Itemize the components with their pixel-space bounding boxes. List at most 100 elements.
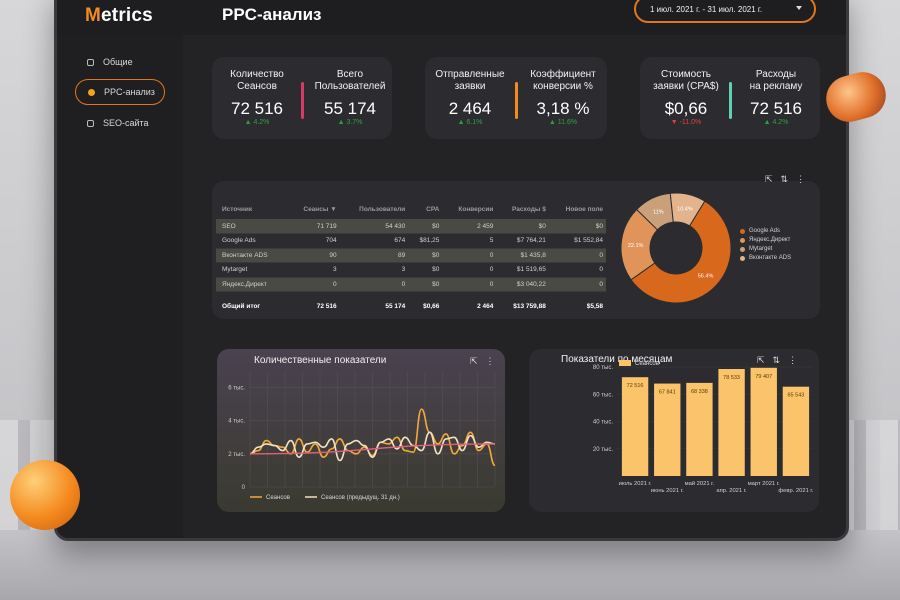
- line-chart-card: Количественные показатели ⇱ ⋮ 0 2 тыс. 4 т…: [217, 349, 505, 512]
- kpi-value-cpa: $0,66: [664, 99, 708, 118]
- table-row[interactable]: SEO 71 719 54 430 $0 2 459 $0 $0: [216, 219, 606, 234]
- bar: [686, 382, 713, 476]
- kpi-label-cpa: Стоимость заявки (CPA$): [653, 69, 719, 92]
- line-chart-title: Количественные показатели: [254, 355, 387, 366]
- column-header[interactable]: CPA: [426, 206, 440, 213]
- table-row[interactable]: Google Ads 704 674 $81,25 5 $7 764,21 $1 552,8…: [216, 233, 606, 249]
- x-tick-label: июнь 2021 г.: [651, 488, 684, 494]
- sidebar: Общие PPC-анализ SEO-сайта: [57, 35, 183, 538]
- nav-active-dot-icon: [88, 88, 95, 96]
- bar: [718, 368, 745, 476]
- y-tick-label: 60 тыс.: [593, 392, 613, 398]
- kpi-label-sessions: Количество Сеансов: [230, 69, 284, 92]
- nav-checkbox-icon: [87, 119, 94, 127]
- kpi-delta-ad-spend: ▲ 4.2%: [763, 119, 789, 126]
- kpi-delta-requests: ▲ 6.1%: [457, 119, 483, 126]
- kpi-value-sessions: 72 516: [231, 99, 283, 118]
- kpi-label-requests: Отправленные заявки: [435, 69, 505, 92]
- column-header[interactable]: Сеансы ▼: [303, 206, 337, 213]
- table-total-row: Общий итог 72 516 55 174 $0,66 2 464 $13 759,…: [222, 303, 603, 310]
- kpi-label-users: Всего Пользователей: [314, 69, 386, 92]
- sidebar-item-label: PPC-анализ: [104, 87, 155, 97]
- decorative-orange-sphere: [10, 460, 80, 530]
- sidebar-item-ppc[interactable]: PPC-анализ: [75, 79, 165, 105]
- column-header[interactable]: Источник: [222, 206, 253, 213]
- table-row[interactable]: Mytarget 3 3 $0 0 $1 519,65 0: [216, 262, 606, 278]
- column-header[interactable]: Конверсии: [458, 206, 494, 213]
- kpi-delta-users: ▲ 3.7%: [337, 119, 363, 126]
- sources-card: Источник Сеансы ▼ Пользователи CPA Конве…: [212, 174, 820, 319]
- table-row[interactable]: Яндекс.Директ 0 0 $0 0 $3 040,22 0: [216, 277, 606, 292]
- sidebar-item-seo[interactable]: SEO-сайта: [75, 110, 165, 136]
- pie-slice-label: 22.1%: [628, 243, 644, 249]
- legend-item[interactable]: Яндекс.Директ: [740, 237, 791, 243]
- nav-checkbox-icon: [87, 58, 94, 66]
- line-chart: 0 2 тыс. 4 тыс. 6 тыс. Сеансов Сеансов (преды…: [228, 371, 496, 501]
- bar-value-label: 78 533: [723, 375, 740, 381]
- legend-item[interactable]: Вконтакте ADS: [740, 255, 791, 261]
- background-floor: [0, 530, 900, 600]
- kpi-card-costs: Стоимость заявки (CPA$) $0,66 ▼ -11.0% Ра…: [640, 57, 820, 139]
- kpi-divider-teal: [729, 82, 732, 119]
- legend-swatch: [740, 228, 745, 234]
- legend-swatch: [740, 255, 745, 261]
- table-row[interactable]: Вконтакте ADS 90 89 $0 0 $1 435,8 0: [216, 248, 606, 263]
- series-line: [249, 431, 496, 462]
- export-icon[interactable]: ⇱: [470, 356, 478, 366]
- more-vert-icon[interactable]: ⋮: [788, 355, 798, 365]
- pie-toolbar: ⇱ ⇅ ⋮: [765, 174, 805, 185]
- legend-item[interactable]: Google Ads: [740, 228, 791, 234]
- column-header[interactable]: Расходы $: [511, 206, 546, 213]
- legend-item[interactable]: Mytarget: [740, 246, 791, 252]
- legend-swatch: [740, 246, 745, 252]
- legend-swatch: [619, 360, 631, 366]
- more-vert-icon[interactable]: ⋮: [485, 356, 495, 366]
- kpi-value-conversion-rate: 3,18 %: [536, 99, 590, 118]
- legend-swatch: [740, 237, 745, 243]
- pie-slice: [669, 192, 706, 227]
- logo-text: etrics: [101, 5, 153, 26]
- kpi-value-requests: 2 464: [448, 99, 492, 118]
- bar-chart: Сеансов 20 тыс. 40 тыс. 60 тыс. 80 тыс. 72 51…: [593, 360, 814, 494]
- app-logo[interactable]: Metrics: [85, 5, 153, 27]
- dashboard-screen: Metrics PPC-анализ 1 июл. 2021 г. - 31 и…: [54, 0, 849, 541]
- x-tick-label: февр. 2021 г.: [778, 488, 813, 494]
- kpi-delta-sessions: ▲ 4.2%: [244, 119, 270, 126]
- line-chart-toolbar: ⇱ ⋮: [470, 356, 495, 367]
- kpi-value-users: 55 174: [324, 99, 376, 118]
- pie-slice-label: 11%: [653, 210, 664, 216]
- column-header[interactable]: Пользователи: [359, 206, 406, 213]
- export-icon[interactable]: ⇱: [765, 174, 773, 184]
- kpi-divider-orange: [515, 82, 518, 119]
- date-range-text: 1 июл. 2021 г. - 31 июл. 2021 г.: [650, 5, 763, 14]
- bar-chart-card: Показатели по месяцам ⇱ ⇅ ⋮ Сеансов 20 ты…: [529, 349, 819, 512]
- top-bar: Metrics PPC-анализ 1 июл. 2021 г. - 31 и…: [57, 0, 846, 35]
- y-tick-label: 6 тыс.: [228, 386, 245, 392]
- kpi-value-ad-spend: 72 516: [750, 99, 802, 118]
- bar: [782, 386, 810, 476]
- x-tick-label: июль 2021 г.: [619, 481, 652, 487]
- export-icon[interactable]: ⇱: [757, 355, 765, 365]
- y-tick-label: 0: [242, 485, 246, 491]
- sort-icon[interactable]: ⇅: [772, 355, 781, 365]
- more-vert-icon[interactable]: ⋮: [796, 174, 806, 184]
- sort-icon[interactable]: ⇅: [780, 174, 789, 184]
- sidebar-item-general[interactable]: Общие: [75, 49, 165, 75]
- pie-slice-label: 56.4%: [698, 274, 714, 280]
- x-tick-label: апр. 2021 г.: [716, 488, 747, 494]
- y-tick-label: 4 тыс.: [228, 419, 245, 425]
- bar-value-label: 68 338: [691, 389, 708, 395]
- sidebar-item-label: SEO-сайта: [103, 118, 149, 128]
- column-header[interactable]: Новое поле: [565, 206, 603, 213]
- page-title: PPC-анализ: [222, 5, 322, 24]
- bar-value-label: 72 516: [627, 383, 644, 389]
- bar: [654, 383, 681, 476]
- bar-chart-toolbar: ⇱ ⇅ ⋮: [757, 355, 797, 366]
- kpi-divider-pink: [301, 82, 304, 119]
- kpi-label-conversion-rate: Коэффициент конверсии %: [530, 69, 596, 92]
- x-tick-label: март 2021 г.: [748, 481, 780, 487]
- bar-chart-title: Показатели по месяцам: [561, 354, 673, 365]
- legend-label: Сеансов: [266, 495, 290, 501]
- date-range-picker[interactable]: 1 июл. 2021 г. - 31 июл. 2021 г.: [634, 0, 816, 23]
- kpi-delta-conversion-rate: ▲ 11.6%: [548, 119, 578, 126]
